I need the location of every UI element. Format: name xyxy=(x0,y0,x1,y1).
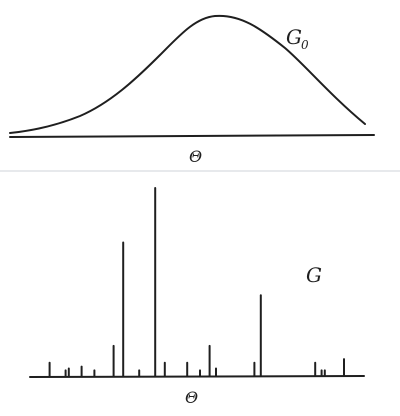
theta-axis xyxy=(29,375,365,378)
base-measure-label: G xyxy=(286,25,302,49)
random-measure-label: G xyxy=(306,263,322,287)
prior-panel: G 0 Θ xyxy=(0,0,400,172)
base-measure-subscript: 0 xyxy=(301,38,309,52)
atoms-group xyxy=(48,187,345,377)
prior-density-diagram: G 0 Θ xyxy=(9,14,375,166)
discrete-measure-diagram: G Θ xyxy=(29,187,365,407)
theta-axis-label: Θ xyxy=(185,388,198,407)
sample-panel: G Θ xyxy=(0,172,400,416)
theta-axis xyxy=(9,134,375,138)
base-density-curve xyxy=(9,14,366,134)
theta-axis-label: Θ xyxy=(189,147,202,166)
